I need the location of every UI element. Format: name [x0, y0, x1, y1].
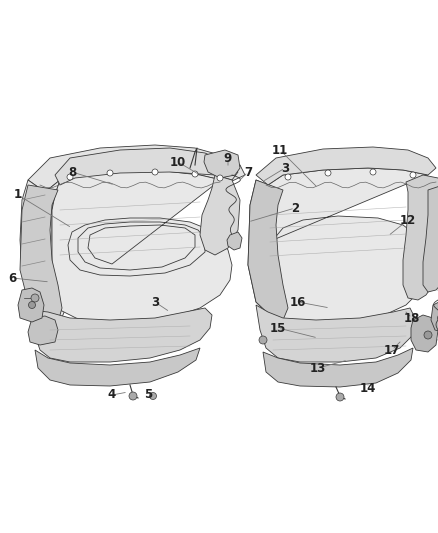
Text: 17: 17 — [384, 343, 400, 357]
Polygon shape — [403, 175, 438, 300]
Polygon shape — [431, 300, 438, 332]
Circle shape — [28, 302, 35, 309]
Text: 8: 8 — [68, 166, 76, 179]
Polygon shape — [423, 185, 438, 292]
Polygon shape — [35, 348, 200, 386]
Polygon shape — [227, 232, 242, 250]
Polygon shape — [30, 308, 212, 362]
Circle shape — [31, 294, 39, 302]
Polygon shape — [263, 348, 413, 387]
Polygon shape — [28, 316, 58, 345]
Polygon shape — [256, 305, 416, 362]
Text: 12: 12 — [400, 214, 416, 227]
Circle shape — [152, 169, 158, 175]
Circle shape — [259, 336, 267, 344]
Text: 15: 15 — [270, 321, 286, 335]
Polygon shape — [200, 175, 240, 255]
Polygon shape — [248, 180, 288, 320]
Circle shape — [67, 174, 73, 180]
Polygon shape — [18, 288, 44, 322]
Polygon shape — [52, 165, 240, 322]
Text: 1: 1 — [14, 189, 22, 201]
Text: 3: 3 — [151, 295, 159, 309]
Circle shape — [325, 170, 331, 176]
Polygon shape — [204, 150, 240, 178]
Polygon shape — [256, 147, 436, 185]
Polygon shape — [248, 168, 428, 325]
Text: 16: 16 — [290, 295, 306, 309]
Circle shape — [192, 171, 198, 177]
Text: 5: 5 — [144, 389, 152, 401]
Text: 7: 7 — [244, 166, 252, 179]
Circle shape — [107, 170, 113, 176]
Text: 6: 6 — [8, 271, 16, 285]
Text: 4: 4 — [108, 389, 116, 401]
Circle shape — [410, 172, 416, 178]
Text: 14: 14 — [360, 382, 376, 394]
Text: 13: 13 — [310, 361, 326, 375]
Polygon shape — [28, 145, 245, 192]
Text: 3: 3 — [281, 161, 289, 174]
Polygon shape — [20, 180, 65, 325]
Circle shape — [424, 331, 432, 339]
Text: 18: 18 — [404, 311, 420, 325]
Polygon shape — [411, 315, 438, 352]
Text: 11: 11 — [272, 143, 288, 157]
Circle shape — [336, 393, 344, 401]
Circle shape — [370, 169, 376, 175]
Circle shape — [217, 175, 223, 181]
Polygon shape — [55, 148, 238, 185]
Polygon shape — [20, 185, 62, 325]
Text: 9: 9 — [224, 151, 232, 165]
Circle shape — [285, 174, 291, 180]
Text: 10: 10 — [170, 156, 186, 168]
Text: 2: 2 — [291, 201, 299, 214]
Circle shape — [149, 392, 156, 400]
Circle shape — [129, 392, 137, 400]
